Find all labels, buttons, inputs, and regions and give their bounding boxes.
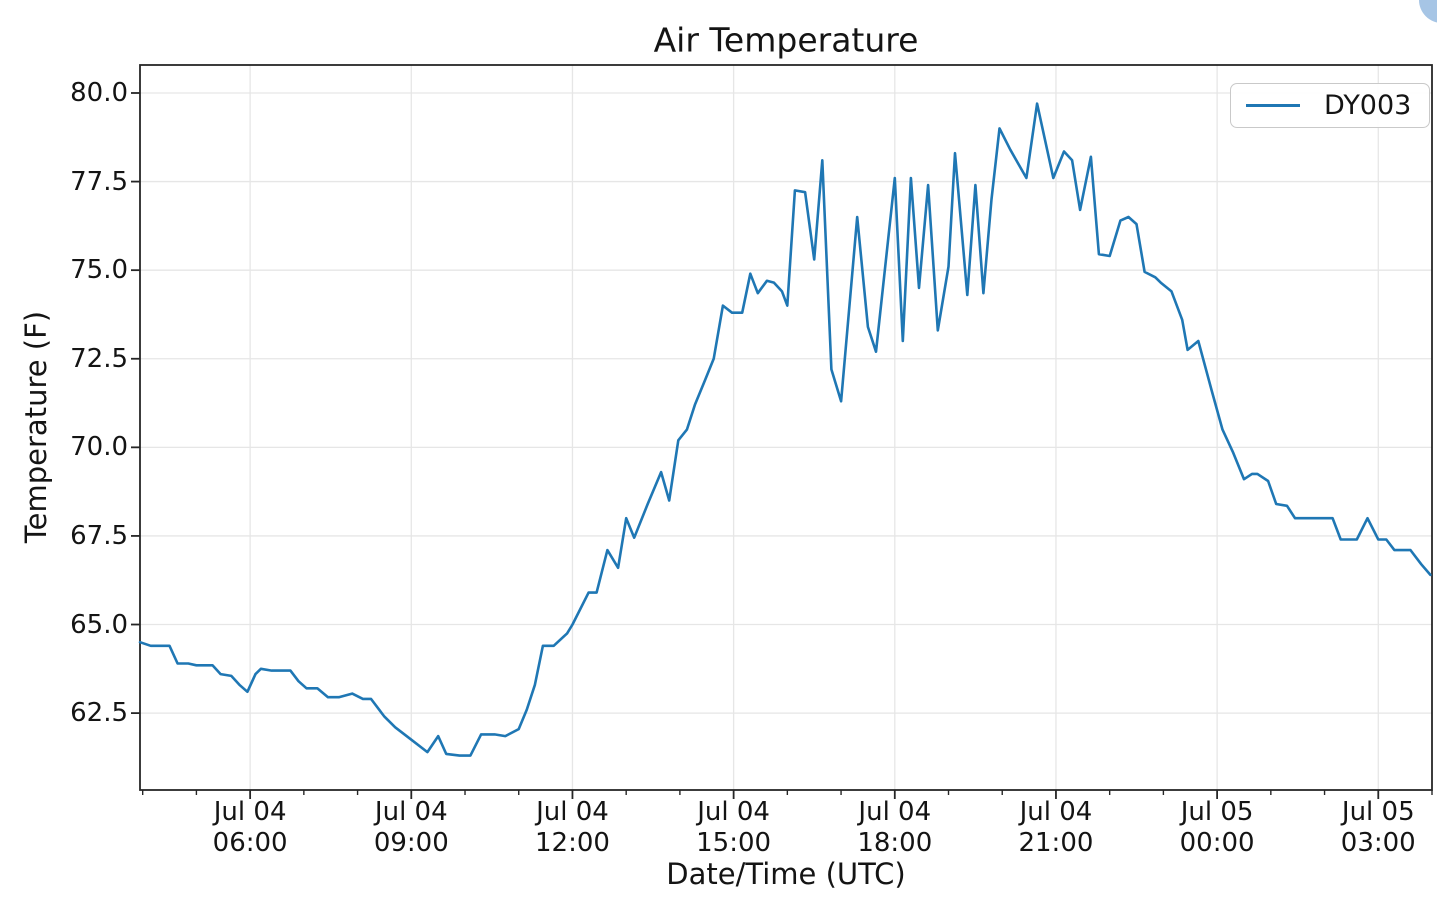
x-tick-label: Jul 04 18:00 [857, 797, 933, 858]
x-tick-label: Jul 04 09:00 [373, 797, 449, 858]
chart-title: Air Temperature [653, 20, 919, 60]
plot-spines [139, 64, 1433, 791]
x-tick-label: Jul 04 21:00 [1018, 797, 1094, 858]
legend: DY003 [1230, 83, 1430, 128]
x-tick-label: Jul 05 00:00 [1179, 797, 1255, 858]
legend-label: DY003 [1324, 90, 1412, 121]
y-tick-label: 65.0 [70, 609, 128, 640]
y-tick-label: 77.5 [70, 166, 128, 197]
y-tick-label: 62.5 [70, 698, 128, 729]
x-tick-label: Jul 04 06:00 [212, 797, 288, 858]
x-tick-label: Jul 05 03:00 [1340, 797, 1416, 858]
x-axis-label: Date/Time (UTC) [666, 857, 906, 891]
y-tick-label: 67.5 [70, 520, 128, 551]
y-tick-label: 80.0 [70, 77, 128, 108]
legend-line-sample [1246, 103, 1300, 108]
y-tick-label: 72.5 [70, 343, 128, 374]
temperature-line [138, 102, 1432, 757]
y-tick-label: 70.0 [70, 432, 128, 463]
y-tick-label: 75.0 [70, 255, 128, 286]
x-tick-label: Jul 04 15:00 [696, 797, 772, 858]
x-tick-label: Jul 04 12:00 [534, 797, 610, 858]
